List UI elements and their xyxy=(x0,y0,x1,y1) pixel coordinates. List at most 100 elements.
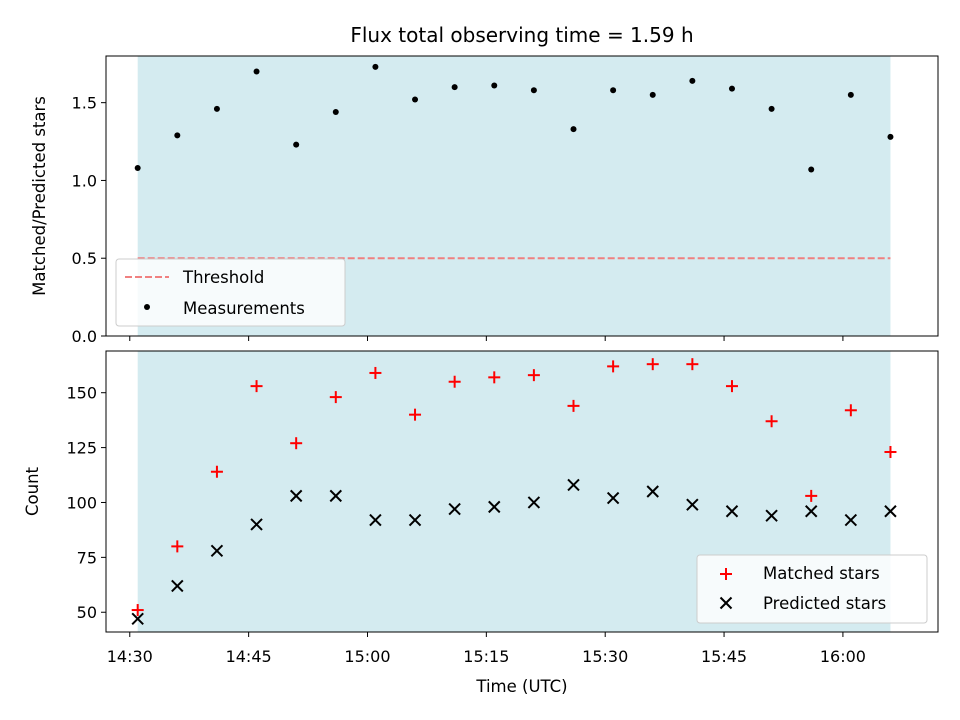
predicted-star-point xyxy=(329,489,342,503)
predicted-star-point xyxy=(408,513,422,527)
legend-matched-label: Matched stars xyxy=(763,564,880,583)
matched-star-point xyxy=(171,540,184,553)
legend-measurements-label: Measurements xyxy=(183,299,305,318)
legend-measurements-swatch xyxy=(144,304,150,310)
top-legend: Threshold Measurements xyxy=(115,258,346,327)
predicted-star-point xyxy=(606,491,620,505)
measurement-point xyxy=(570,126,577,133)
predicted-star-point xyxy=(210,544,224,557)
predicted-star-point xyxy=(686,498,699,511)
measurement-point xyxy=(649,91,656,98)
predicted-star-point xyxy=(289,489,303,503)
bottom-axes-frame xyxy=(105,350,939,633)
predicted-star-point xyxy=(250,518,263,531)
top-axes-frame xyxy=(105,55,939,337)
matched-star-point xyxy=(646,358,659,371)
bottom-y-ticks: 50 75 100 125 150 xyxy=(66,384,106,622)
predicted-star-point xyxy=(448,502,461,516)
y-tick-label: 150 xyxy=(66,384,97,403)
measurement-point xyxy=(293,141,300,148)
matched-star-point xyxy=(210,465,223,478)
measurement-point xyxy=(610,87,617,94)
matched-star-point xyxy=(567,399,580,412)
matched-star-point xyxy=(488,371,501,384)
legend-predicted-label: Predicted stars xyxy=(763,594,886,613)
y-tick-label: 1.5 xyxy=(72,94,97,113)
predicted-star-point xyxy=(369,513,382,527)
measurement-point xyxy=(213,105,220,112)
measurement-point xyxy=(412,96,419,103)
measurement-point xyxy=(887,133,894,140)
measurement-points xyxy=(134,63,894,173)
matched-star-point xyxy=(369,366,382,379)
legend-plus-marker xyxy=(720,568,732,580)
measurement-point xyxy=(174,132,181,139)
matched-star-point xyxy=(409,408,422,421)
legend-cross-marker xyxy=(719,596,733,610)
measurement-point xyxy=(808,166,815,173)
predicted-star-point xyxy=(805,505,818,518)
measurement-point xyxy=(491,82,498,89)
matched-stars-points xyxy=(131,358,897,617)
predicted-star-point xyxy=(844,513,858,527)
measurement-point xyxy=(134,165,141,171)
y-tick-label: 50 xyxy=(77,603,97,622)
y-tick-label: 0.0 xyxy=(72,327,97,346)
x-tick-label: 15:15 xyxy=(463,647,509,666)
y-tick-label: 0.5 xyxy=(72,249,97,268)
legend-matched-swatch xyxy=(720,568,732,580)
matched-star-point xyxy=(448,375,461,388)
predicted-star-point xyxy=(765,509,778,522)
matched-star-point xyxy=(765,415,778,428)
bottom-x-ticks: 14:30 14:45 15:00 15:15 15:30 15:45 16:00 xyxy=(107,632,866,666)
y-tick-label: 75 xyxy=(77,548,97,567)
measurement-point xyxy=(332,109,339,115)
predicted-star-point xyxy=(567,478,580,492)
legend-threshold-label: Threshold xyxy=(182,268,264,287)
measurement-point xyxy=(728,85,735,92)
measurement-point xyxy=(372,63,379,70)
measurement-point xyxy=(253,68,260,75)
x-tick-label: 15:45 xyxy=(701,647,747,666)
bottom-legend: Matched stars Predicted stars xyxy=(696,554,928,624)
top-panel: 0.0 0.5 1.0 1.5 Matched/Predicted stars Thr… xyxy=(30,55,939,346)
measurement-point xyxy=(451,84,458,91)
predicted-star-point xyxy=(488,500,501,514)
matched-star-point xyxy=(527,369,540,382)
x-tick-label: 15:30 xyxy=(582,647,628,666)
top-y-axis-label: Matched/Predicted stars xyxy=(30,96,49,296)
matched-star-point xyxy=(290,437,303,450)
x-tick-label: 14:30 xyxy=(107,647,153,666)
predicted-stars-points xyxy=(131,478,897,626)
matched-star-point xyxy=(725,380,738,393)
x-tick-label: 15:00 xyxy=(344,647,390,666)
matched-star-point xyxy=(329,391,342,404)
predicted-star-point xyxy=(171,579,184,593)
bottom-y-axis-label: Count xyxy=(23,466,42,516)
top-legend-box xyxy=(115,258,346,327)
measurement-point xyxy=(689,77,696,84)
chart-title: Flux total observing time = 1.59 h xyxy=(350,23,693,47)
x-axis-label: Time (UTC) xyxy=(475,677,567,696)
measurement-point xyxy=(847,91,854,98)
matched-star-point xyxy=(805,489,818,502)
y-tick-label: 125 xyxy=(66,439,97,458)
measurement-point xyxy=(768,105,775,112)
top-x-ticks xyxy=(129,336,844,341)
top-y-ticks: 0.0 0.5 1.0 1.5 xyxy=(72,94,106,346)
x-tick-label: 14:45 xyxy=(226,647,272,666)
x-tick-label: 16:00 xyxy=(820,647,866,666)
matched-star-point xyxy=(884,445,897,458)
legend-predicted-swatch xyxy=(719,596,733,610)
matched-star-point xyxy=(131,604,144,617)
measurement-point xyxy=(530,87,537,94)
matched-star-point xyxy=(607,360,620,373)
predicted-star-point xyxy=(646,485,659,498)
predicted-star-point xyxy=(884,505,897,518)
bottom-legend-box xyxy=(696,554,928,624)
matched-star-point xyxy=(686,358,699,371)
predicted-star-point xyxy=(131,612,144,626)
y-tick-label: 1.0 xyxy=(72,171,97,190)
